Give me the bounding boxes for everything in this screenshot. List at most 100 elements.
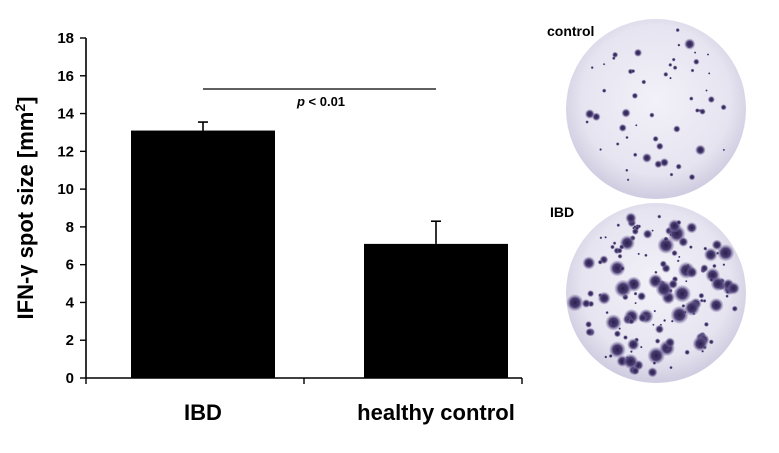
spot [659, 260, 667, 268]
spot [585, 120, 589, 124]
spot [678, 237, 689, 247]
spot [693, 51, 697, 54]
spot [725, 294, 729, 298]
spot [585, 109, 595, 119]
spot [609, 341, 626, 358]
spot [722, 263, 726, 267]
well-image-control: control [547, 19, 746, 199]
spot [657, 214, 662, 219]
spot [602, 62, 606, 66]
spot [720, 104, 727, 111]
y-tick-label: 4 [66, 294, 75, 311]
p-value-label: p < 0.01 [296, 94, 345, 109]
spot [727, 282, 740, 295]
spot [695, 108, 700, 113]
spot [655, 280, 673, 298]
spot [599, 236, 603, 240]
spot [640, 345, 643, 349]
spot [700, 298, 704, 303]
spot [615, 142, 620, 146]
spot [668, 62, 673, 67]
spot [673, 125, 681, 133]
spot [707, 96, 715, 103]
spot [675, 28, 680, 33]
spot [628, 318, 635, 325]
spot [566, 294, 584, 312]
spot [625, 212, 637, 224]
spot [703, 246, 708, 251]
spot [670, 319, 674, 323]
spot [639, 365, 642, 369]
spot [698, 292, 705, 299]
spot [684, 294, 688, 297]
spot [686, 266, 698, 278]
spot [642, 229, 653, 239]
spot [652, 135, 659, 142]
well-spots-control [585, 28, 727, 182]
spot [655, 324, 664, 334]
spot [604, 236, 607, 239]
spot [634, 301, 637, 305]
significance-annotation: p < 0.01 [203, 88, 436, 109]
spot [637, 291, 646, 301]
spot [706, 53, 710, 56]
category-label: healthy control [357, 400, 515, 425]
spot [623, 354, 639, 369]
category-labels: IBD healthy control [184, 400, 515, 425]
spot [671, 57, 676, 62]
spot [652, 323, 655, 326]
spot [597, 259, 603, 265]
spot [708, 339, 714, 345]
spot [710, 276, 726, 291]
spot [585, 328, 594, 336]
spot [617, 253, 623, 259]
spot [689, 96, 694, 101]
spot [684, 300, 700, 316]
spot [635, 124, 638, 127]
spot [689, 245, 693, 250]
category-label: IBD [184, 400, 222, 425]
spot [681, 304, 686, 308]
spot [637, 252, 640, 256]
spot [693, 58, 700, 65]
spot [605, 311, 609, 315]
well-spots-ibd [566, 212, 740, 378]
spot [625, 168, 629, 172]
y-tick-label: 18 [57, 30, 74, 47]
spot [599, 148, 602, 151]
well-label-control: control [547, 23, 594, 39]
spot [590, 66, 594, 70]
spot [646, 314, 651, 319]
spot [585, 321, 592, 328]
spot [618, 124, 627, 132]
spot [612, 241, 617, 245]
spot [623, 335, 628, 340]
spot [616, 247, 623, 254]
spot [684, 349, 690, 355]
spot [669, 233, 672, 237]
spot [633, 152, 638, 157]
y-tick-label: 14 [57, 106, 74, 123]
spot [581, 299, 591, 308]
spot [686, 222, 698, 234]
spot [673, 285, 691, 303]
y-tick-label: 16 [57, 68, 74, 85]
spot [653, 309, 657, 313]
spot [652, 361, 657, 365]
spot [669, 365, 673, 370]
y-tick-label: 6 [66, 257, 74, 274]
y-tick-label: 8 [66, 219, 74, 236]
spot [635, 224, 639, 228]
spot [631, 92, 639, 99]
bars [131, 130, 508, 378]
spot [641, 79, 647, 85]
spot [702, 299, 707, 303]
spot [704, 248, 718, 262]
spot [609, 322, 613, 326]
spot [612, 51, 619, 58]
spot [614, 279, 632, 298]
spot [609, 260, 626, 277]
spot [651, 229, 654, 232]
spot [627, 338, 640, 351]
spot [685, 280, 688, 283]
